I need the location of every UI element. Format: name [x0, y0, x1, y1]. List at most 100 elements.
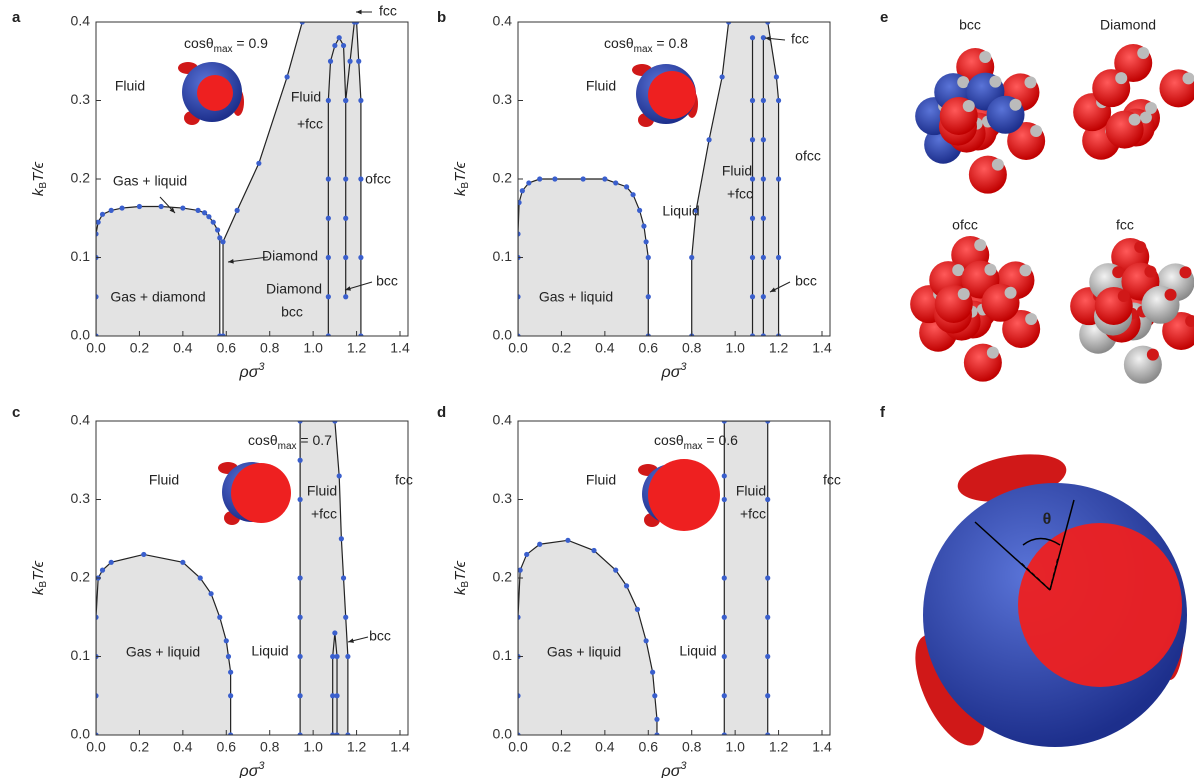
region-label: fcc [791, 31, 809, 47]
x-tick-label: 0.8 [682, 739, 702, 755]
data-point [518, 693, 521, 699]
region-label: fcc [395, 472, 413, 488]
phase-diagram: 0.0 0.2 0.4 0.6 0.8 1.0 1.2 1.4 0.0 0.1 0.2 0.3 0.4 b… [437, 9, 832, 381]
region-label: Fluid [586, 78, 616, 94]
region-label: Diamond [266, 281, 322, 297]
y-tick-label: 0.2 [493, 170, 513, 186]
x-tick-label: 0.2 [130, 739, 150, 755]
data-point [345, 653, 351, 660]
region-label: Liquid [251, 643, 288, 659]
data-point [749, 137, 756, 143]
data-point [358, 97, 364, 104]
data-point [201, 210, 208, 216]
region-label: +fcc [297, 116, 323, 132]
x-label-sup: 3 [258, 361, 265, 373]
data-point [351, 22, 357, 25]
data-point [297, 575, 303, 581]
phase-region [96, 206, 220, 336]
atom-patch [1112, 266, 1125, 279]
region-label: Gas + liquid [539, 289, 613, 305]
plot-area [518, 22, 782, 336]
structure-label: ofcc [952, 217, 978, 233]
structure-label: Diamond [1100, 17, 1156, 33]
data-point [215, 227, 221, 233]
atom-patch [1164, 288, 1177, 301]
y-tick-label: 0.4 [493, 412, 513, 428]
data-point [225, 653, 232, 660]
x-tick-label: 1.2 [347, 340, 367, 356]
data-point [332, 421, 338, 424]
data-point [228, 732, 234, 735]
data-point [637, 207, 643, 213]
x-tick-label: 0.6 [639, 340, 659, 356]
data-point [325, 215, 331, 221]
data-point [765, 693, 771, 699]
phase-region [518, 179, 649, 336]
x-tick-label: 0.6 [217, 340, 237, 356]
phase-diagram: 0.0 0.2 0.4 0.6 0.8 1.0 1.2 1.4 0.0 0.1 0.2 0.3 0.4 d… [437, 404, 841, 780]
patch [648, 71, 696, 119]
x-tick-label: 0.4 [595, 340, 615, 356]
x-label-part: ρσ [239, 364, 260, 381]
x-label-sup: 3 [680, 361, 687, 373]
structure-label: bcc [959, 17, 981, 33]
chart-title: cosθmax = 0.8 [604, 35, 688, 55]
atom-patch [991, 158, 1004, 171]
chart-title: cosθmax = 0.7 [248, 432, 332, 452]
region-label: +fcc [311, 506, 337, 522]
region-label: Gas + diamond [110, 289, 205, 305]
phase-region [724, 421, 768, 735]
region-label: Gas + liquid [113, 173, 187, 189]
region-label: bcc [795, 273, 817, 289]
data-point [96, 732, 99, 735]
y-label-part: T/ϵ [30, 162, 47, 182]
data-point [537, 176, 543, 182]
data-point [749, 176, 756, 182]
title-part: = 0.6 [703, 432, 739, 448]
y-tick-label: 0.2 [71, 170, 91, 186]
region-label: Fluid [722, 163, 752, 179]
data-point [96, 219, 101, 225]
phase-diagram: 0.0 0.2 0.4 0.6 0.8 1.0 1.2 1.4 0.0 0.1 0.2 0.3 0.4 a… [12, 3, 410, 382]
data-point [358, 176, 364, 182]
y-axis-label: kBT/ϵ [452, 162, 471, 197]
x-tick-label: 1.4 [812, 739, 832, 755]
y-tick-label: 0.3 [493, 91, 513, 107]
data-point [518, 294, 521, 300]
data-point [217, 614, 223, 620]
data-point [719, 74, 725, 80]
arrow-head [228, 258, 234, 264]
atom-patch [1019, 264, 1032, 277]
crystal-cluster [915, 48, 1046, 194]
data-point [330, 693, 336, 699]
data-point [623, 583, 630, 589]
data-point [343, 294, 349, 300]
data-point [347, 58, 353, 64]
data-point [749, 97, 756, 104]
region-label: +fcc [740, 506, 766, 522]
data-point [526, 180, 532, 186]
x-tick-label: 0.4 [173, 739, 193, 755]
x-tick-label: 1.4 [812, 340, 832, 356]
particle-inset [218, 462, 291, 525]
x-tick-label: 1.0 [303, 739, 323, 755]
atom-patch [986, 346, 999, 359]
data-point [721, 653, 727, 660]
patch [648, 459, 720, 531]
data-point [721, 732, 727, 735]
patch [231, 463, 291, 523]
x-tick-label: 0.8 [260, 739, 280, 755]
title-part: cosθ [248, 432, 278, 448]
atom-patch [984, 263, 997, 276]
y-axis-label: kBT/ϵ [30, 561, 49, 596]
atom-patch [1009, 98, 1022, 111]
data-point [519, 188, 525, 194]
x-tick-label: 0.2 [552, 739, 572, 755]
data-point [136, 203, 143, 210]
data-point [96, 614, 99, 620]
data-point [119, 205, 125, 211]
data-point [330, 653, 336, 660]
region-label: Diamond [262, 248, 318, 264]
data-point [297, 732, 303, 735]
y-label-part: k [452, 586, 469, 595]
